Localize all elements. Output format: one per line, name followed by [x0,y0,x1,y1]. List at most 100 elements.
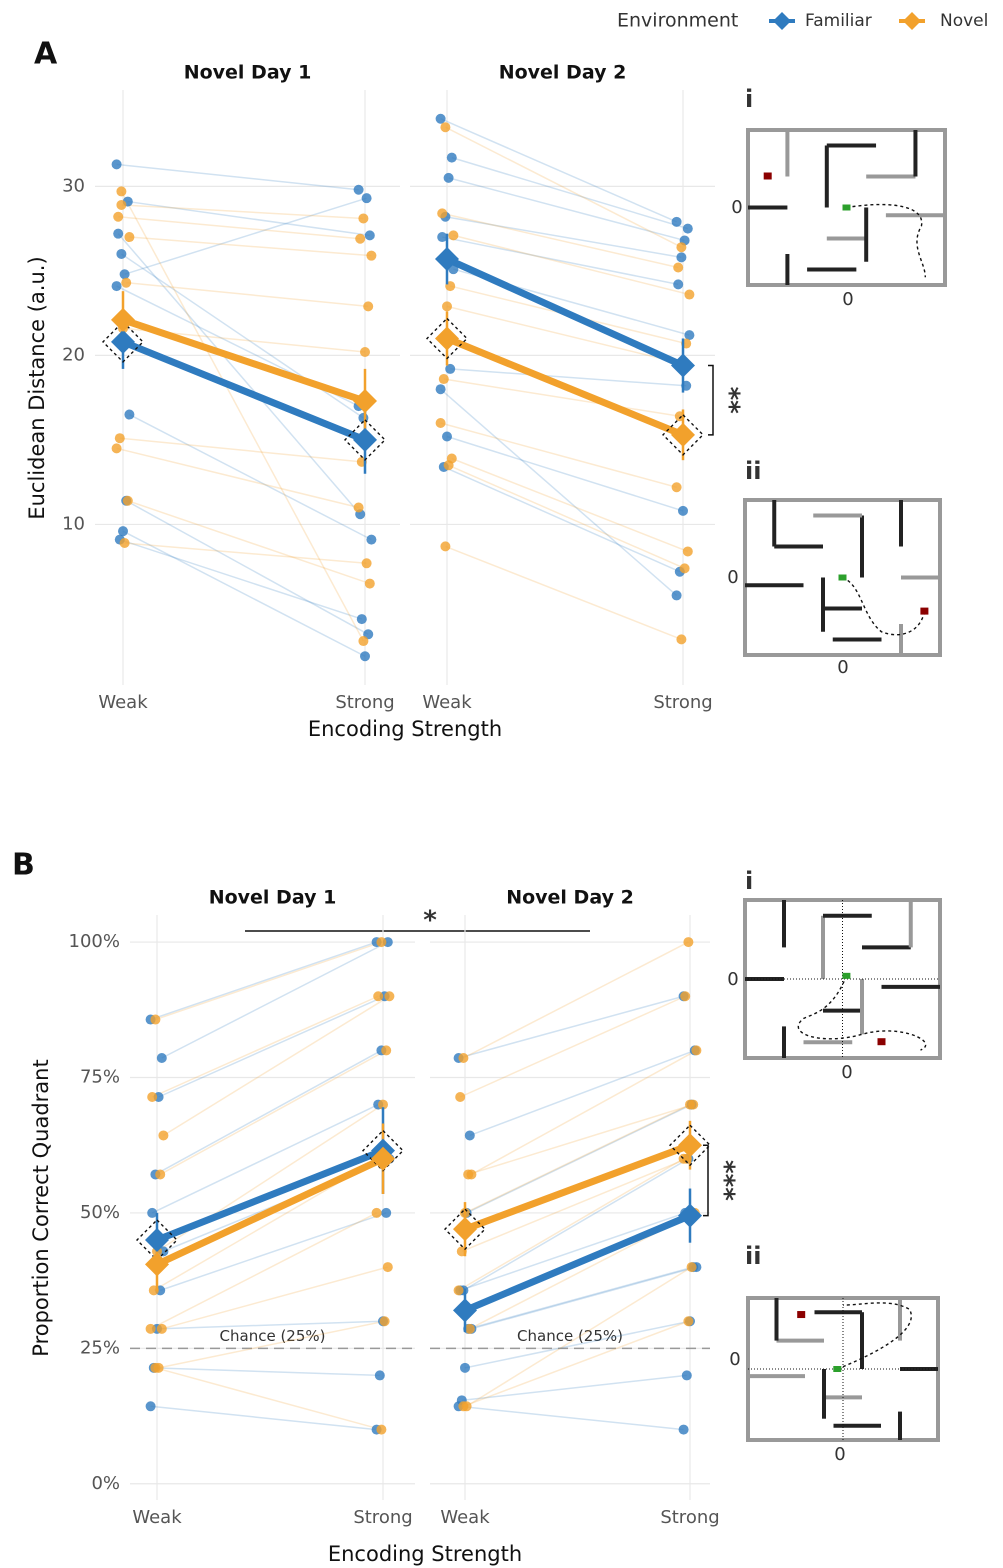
mean-outline [662,413,704,456]
participant-line [448,464,685,570]
participant-point [158,1130,169,1141]
participant-point [685,1099,695,1110]
participant-point [671,482,682,493]
participant-point [379,1316,390,1327]
participant-point [111,281,122,292]
participant-line [471,1049,697,1176]
chance-label: Chance (25%) [220,1327,326,1345]
participant-line [442,212,679,269]
participant-point [113,228,124,239]
participant-point [440,541,451,552]
participant-line [125,500,369,635]
participant-point [684,330,695,341]
legend-marker [773,12,791,30]
participant-point [686,1262,697,1273]
x-tick-label: Weak [422,692,472,713]
participant-line [126,281,369,308]
inset-x-label: 0 [834,1444,845,1465]
participant-line [120,191,365,642]
goal [920,607,929,615]
participant-point [116,186,127,197]
participant-line [445,216,682,259]
participant-line [155,1049,382,1176]
participant-point [156,1323,167,1334]
participant-point [118,526,128,537]
participant-point [358,213,369,224]
participant-point [684,289,695,300]
participant-line [458,1405,684,1431]
participant-line [450,368,687,387]
participant-point [363,301,374,312]
participant-point [442,301,452,312]
participant-point [376,1424,387,1435]
participant-point [682,546,693,557]
participant-line [461,1374,687,1402]
inset-label: i [745,85,753,113]
participant-point [381,1045,392,1056]
participant-point [147,1092,158,1102]
participant-point [676,252,687,263]
participant-point [356,614,367,625]
goal [797,1311,806,1319]
participant-point [443,460,454,471]
participant-point [373,991,384,1002]
participant-point [119,269,130,280]
y-tick-label: 25% [80,1337,120,1358]
mean-outline [444,1208,486,1251]
participant-line [124,197,367,275]
participant-line [127,500,371,585]
mean-marker [353,389,377,414]
trajectory [797,975,927,1051]
participant-point [681,1370,692,1381]
mean-line [121,338,367,444]
participant-line [464,1103,691,1214]
mean-marker [111,307,135,332]
inset-y-label: 0 [727,567,738,588]
participant-line [464,1320,691,1369]
participant-line [458,995,684,1059]
participant-point [443,172,454,183]
participant-point [124,232,135,243]
mean-marker [453,1298,477,1323]
mean-outline [426,317,468,360]
chart-title: Novel Day 1 [209,887,337,909]
participant-point [113,211,124,222]
mean-marker [435,247,459,272]
participant-point [448,230,459,241]
y-tick-label: 10 [62,513,85,534]
chance-label: Chance (25%) [517,1327,623,1345]
participant-point [435,113,446,124]
inset-label: i [745,867,753,895]
x-tick-label: Weak [98,692,148,713]
mean-line [155,1147,385,1244]
participant-point [121,277,132,288]
start [842,972,851,979]
participant-line [150,1405,377,1431]
mean-line [463,1212,692,1314]
inset-y-label: 0 [729,1349,740,1370]
participant-line [158,1320,385,1369]
mean-marker [453,1217,477,1242]
participant-point [119,538,130,549]
participant-point [150,1362,161,1373]
participant-point [679,563,690,574]
participant-point [678,1424,689,1435]
participant-line [127,200,370,237]
participant-point [116,199,127,210]
x-tick-label: Strong [335,692,394,713]
panel-letter: A [34,37,58,72]
participant-point [676,634,687,645]
participant-point [673,262,684,273]
participant-point [438,374,449,385]
start [833,1366,842,1372]
participant-line [471,1266,697,1330]
y-tick-label: 20 [62,344,85,365]
participant-line [467,1103,694,1176]
participant-point [358,636,369,647]
participant-line [151,1103,379,1214]
participant-point [111,159,122,170]
y-tick-label: 30 [62,175,85,196]
participant-point [442,431,452,442]
participant-line [161,941,389,1059]
participant-point [355,233,366,244]
